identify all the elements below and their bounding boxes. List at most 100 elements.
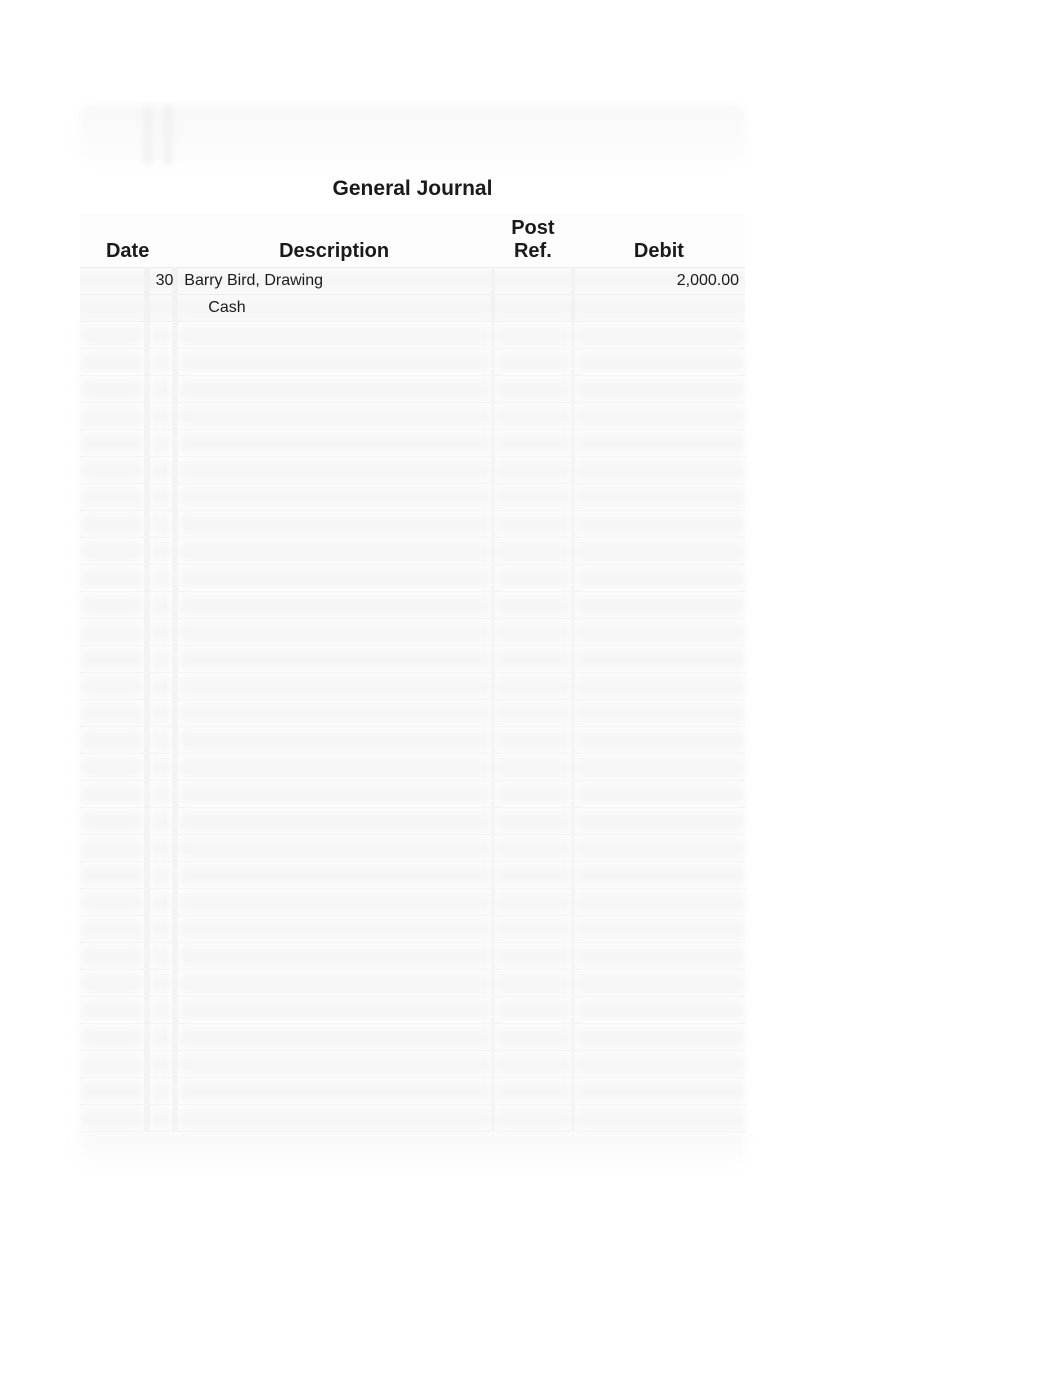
cell-description bbox=[175, 349, 493, 376]
cell-date-day bbox=[147, 1051, 176, 1078]
cell-date-month bbox=[80, 1105, 147, 1132]
cell-date-month bbox=[80, 295, 147, 322]
cell-date-day bbox=[147, 727, 176, 754]
cell-postref bbox=[493, 889, 573, 916]
cell-description bbox=[175, 565, 493, 592]
bottom-blur-fade bbox=[80, 1132, 745, 1172]
cell-date-day bbox=[147, 835, 176, 862]
cell-date-month bbox=[80, 403, 147, 430]
cell-debit bbox=[573, 1105, 745, 1132]
cell-description bbox=[175, 322, 493, 349]
cell-postref bbox=[493, 1105, 573, 1132]
cell-date-month bbox=[80, 511, 147, 538]
col-header-description: Description bbox=[175, 213, 493, 268]
journal-table: Date Description Post Ref. Debit 30Barry… bbox=[80, 213, 745, 1132]
table-row: Cash bbox=[80, 295, 745, 322]
cell-date-month bbox=[80, 889, 147, 916]
cell-postref bbox=[493, 403, 573, 430]
cell-postref bbox=[493, 970, 573, 997]
cell-debit bbox=[573, 430, 745, 457]
table-row bbox=[80, 1024, 745, 1051]
cell-description bbox=[175, 403, 493, 430]
cell-date-month bbox=[80, 754, 147, 781]
cell-postref bbox=[493, 808, 573, 835]
cell-date-day bbox=[147, 700, 176, 727]
cell-debit bbox=[573, 646, 745, 673]
cell-postref bbox=[493, 484, 573, 511]
cell-description bbox=[175, 511, 493, 538]
cell-debit bbox=[573, 511, 745, 538]
cell-debit bbox=[573, 538, 745, 565]
cell-debit bbox=[573, 1078, 745, 1105]
cell-description bbox=[175, 700, 493, 727]
table-row bbox=[80, 862, 745, 889]
cell-debit bbox=[573, 403, 745, 430]
cell-date-month bbox=[80, 565, 147, 592]
cell-postref bbox=[493, 835, 573, 862]
cell-debit bbox=[573, 943, 745, 970]
cell-date-month bbox=[80, 1024, 147, 1051]
cell-date-day bbox=[147, 511, 176, 538]
cell-date-day bbox=[147, 565, 176, 592]
cell-date-month bbox=[80, 376, 147, 403]
table-row bbox=[80, 754, 745, 781]
cell-date-month bbox=[80, 781, 147, 808]
cell-postref bbox=[493, 1078, 573, 1105]
cell-debit bbox=[573, 1024, 745, 1051]
cell-date-day bbox=[147, 376, 176, 403]
cell-date-month bbox=[80, 646, 147, 673]
cell-postref bbox=[493, 781, 573, 808]
table-row bbox=[80, 511, 745, 538]
cell-date-month bbox=[80, 268, 147, 295]
cell-debit bbox=[573, 565, 745, 592]
cell-postref bbox=[493, 997, 573, 1024]
cell-date-month bbox=[80, 1078, 147, 1105]
cell-debit bbox=[573, 673, 745, 700]
cell-date-day bbox=[147, 646, 176, 673]
cell-description bbox=[175, 376, 493, 403]
cell-date-day bbox=[147, 862, 176, 889]
table-row bbox=[80, 1051, 745, 1078]
cell-date-day bbox=[147, 538, 176, 565]
cell-postref bbox=[493, 376, 573, 403]
cell-debit bbox=[573, 349, 745, 376]
table-row bbox=[80, 592, 745, 619]
cell-description bbox=[175, 889, 493, 916]
cell-date-month bbox=[80, 862, 147, 889]
table-row bbox=[80, 781, 745, 808]
cell-description bbox=[175, 808, 493, 835]
cell-date-month bbox=[80, 1051, 147, 1078]
table-row bbox=[80, 349, 745, 376]
cell-debit bbox=[573, 1051, 745, 1078]
table-row bbox=[80, 403, 745, 430]
cell-description bbox=[175, 862, 493, 889]
table-row bbox=[80, 430, 745, 457]
table-row bbox=[80, 997, 745, 1024]
cell-description bbox=[175, 781, 493, 808]
cell-postref bbox=[493, 754, 573, 781]
cell-date-month bbox=[80, 484, 147, 511]
table-row bbox=[80, 1105, 745, 1132]
cell-date-day bbox=[147, 1078, 176, 1105]
cell-description bbox=[175, 970, 493, 997]
cell-date-month bbox=[80, 943, 147, 970]
cell-description bbox=[175, 997, 493, 1024]
cell-description bbox=[175, 646, 493, 673]
col-header-date: Date bbox=[80, 213, 175, 268]
table-row bbox=[80, 1078, 745, 1105]
cell-postref bbox=[493, 727, 573, 754]
postref-line2: Ref. bbox=[514, 240, 552, 262]
cell-description bbox=[175, 673, 493, 700]
cell-description bbox=[175, 943, 493, 970]
cell-postref bbox=[493, 430, 573, 457]
postref-line1: Post bbox=[511, 217, 554, 239]
cell-postref bbox=[493, 943, 573, 970]
cell-date-month bbox=[80, 970, 147, 997]
cell-debit bbox=[573, 619, 745, 646]
table-row bbox=[80, 538, 745, 565]
table-row bbox=[80, 457, 745, 484]
cell-date-day bbox=[147, 943, 176, 970]
cell-debit bbox=[573, 592, 745, 619]
cell-date-day: 30 bbox=[147, 268, 176, 295]
cell-postref bbox=[493, 565, 573, 592]
